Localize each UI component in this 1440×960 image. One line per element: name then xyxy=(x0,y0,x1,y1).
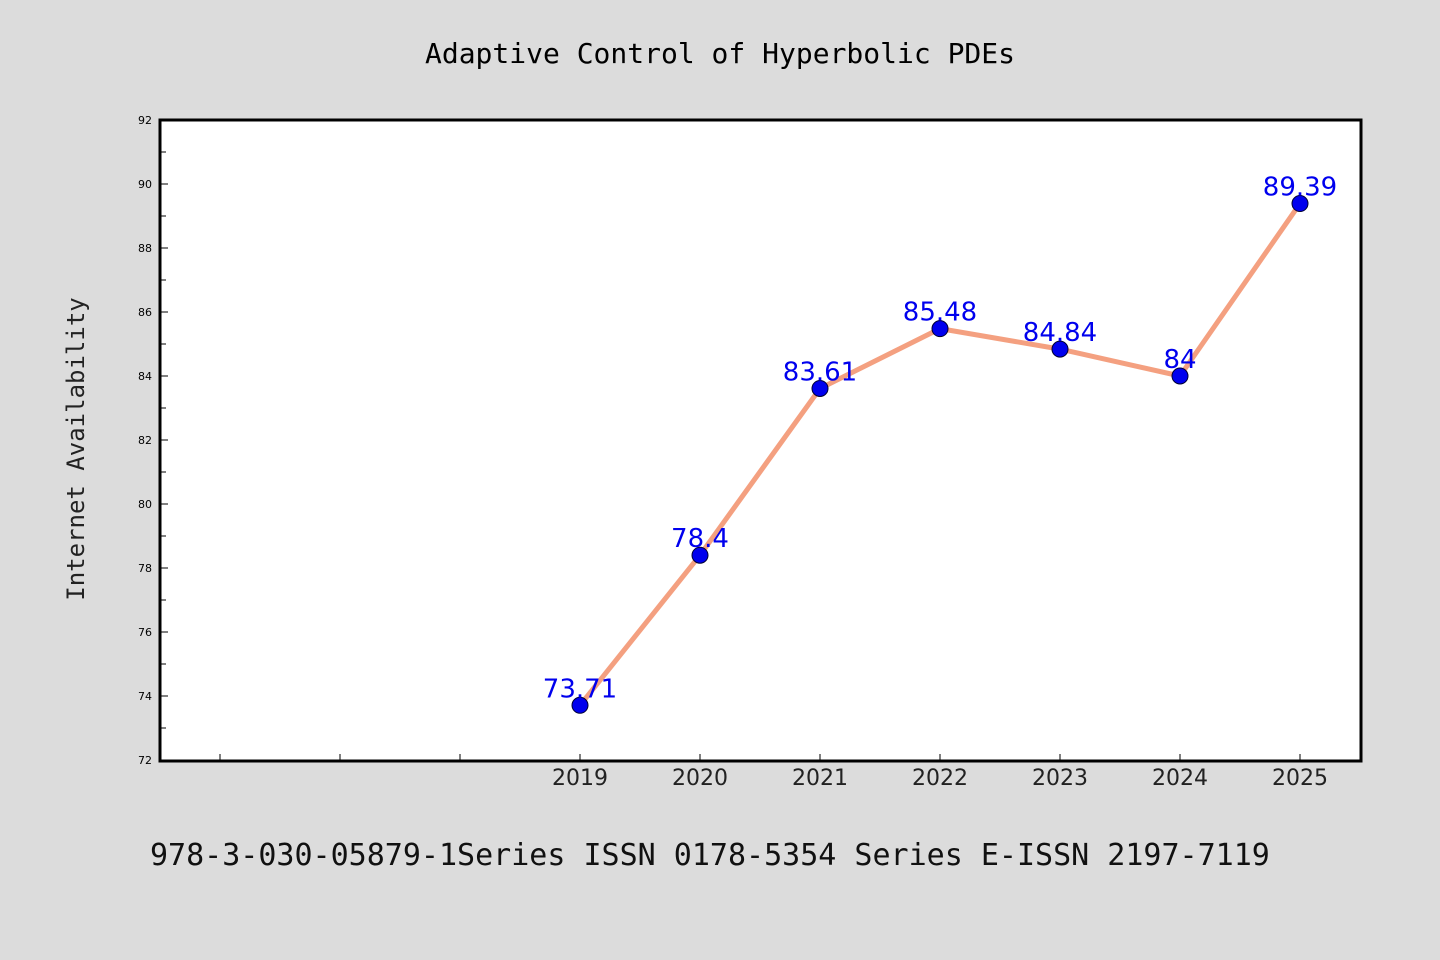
data-point xyxy=(1291,195,1309,213)
y-tick-label: 90 xyxy=(138,178,152,191)
plot-area xyxy=(158,118,1363,763)
x-tick-label: 2025 xyxy=(1272,766,1328,791)
y-tick-label: 72 xyxy=(138,754,152,767)
y-axis-ticks: 72 74 76 78 80 82 84 86 88 90 92 xyxy=(138,114,168,767)
x-tick-label: 2020 xyxy=(672,766,728,791)
data-label: 78.4 xyxy=(671,524,729,554)
footer-text: 978-3-030-05879-1Series ISSN 0178-5354 S… xyxy=(150,838,1270,873)
data-point xyxy=(691,546,709,564)
x-tick-label: 2023 xyxy=(1032,766,1088,791)
data-point xyxy=(931,320,949,338)
data-point xyxy=(1171,367,1189,385)
data-label: 83.61 xyxy=(783,357,857,387)
x-tick-label: 2022 xyxy=(912,766,968,791)
y-tick-label: 88 xyxy=(138,242,152,255)
data-label: 84 xyxy=(1163,345,1196,375)
data-series: 73.71 78.4 83.61 85.48 84.84 84 89.39 xyxy=(543,173,1337,714)
data-point xyxy=(571,696,589,714)
x-axis-ticks: 2019 2020 2021 2022 2023 2024 2025 xyxy=(219,754,1328,791)
y-tick-label: 86 xyxy=(138,306,152,319)
x-tick-label: 2021 xyxy=(792,766,848,791)
y-tick-label: 80 xyxy=(138,498,152,511)
data-point xyxy=(811,379,829,397)
chart-title: Adaptive Control of Hyperbolic PDEs xyxy=(425,37,1015,70)
y-tick-label: 92 xyxy=(138,114,152,127)
y-tick-label: 74 xyxy=(138,690,152,703)
data-label: 73.71 xyxy=(543,674,617,704)
y-tick-label: 82 xyxy=(138,434,152,447)
x-tick-label: 2019 xyxy=(552,766,608,791)
data-label: 85.48 xyxy=(903,298,977,328)
y-axis-label: Internet Availability xyxy=(62,297,90,600)
y-tick-label: 76 xyxy=(138,626,152,639)
data-point xyxy=(1051,340,1069,358)
y-tick-label: 78 xyxy=(138,562,152,575)
y-tick-label: 84 xyxy=(138,370,152,383)
data-label: 89.39 xyxy=(1263,173,1337,203)
data-label: 84.84 xyxy=(1023,318,1097,348)
x-tick-label: 2024 xyxy=(1152,766,1208,791)
